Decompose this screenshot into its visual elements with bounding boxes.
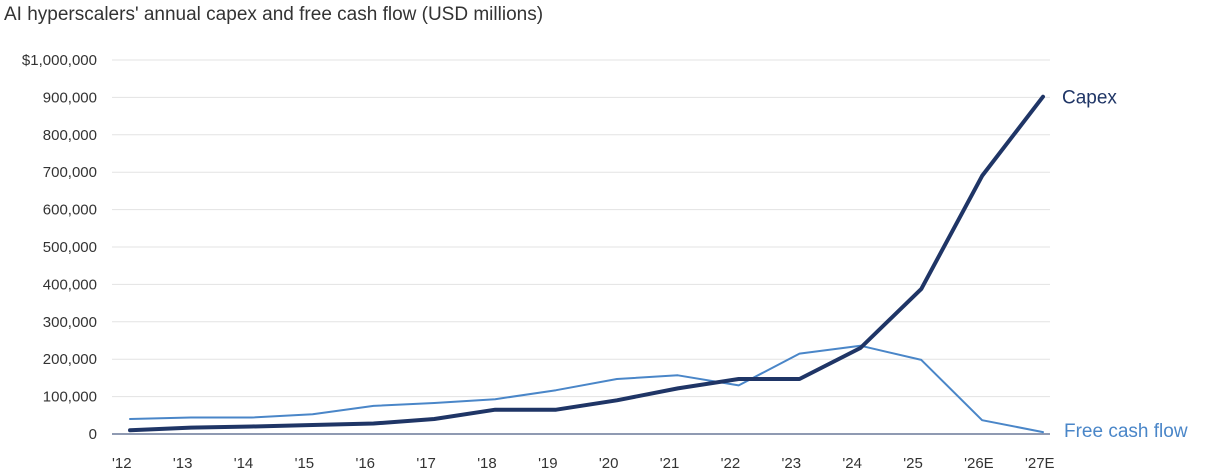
x-tick-label: '24 [842, 455, 862, 470]
series-labels: Free cash flow Capex [1062, 88, 1188, 442]
series-line-free-cash-flow [129, 344, 1044, 434]
x-tick-label: '20 [599, 455, 619, 470]
y-tick-label: 0 [89, 426, 97, 443]
y-tick-label: 500,000 [43, 239, 97, 256]
x-tick-label: '23 [782, 455, 802, 470]
x-tick-label: '26E [964, 455, 994, 470]
x-tick-label: '16 [355, 455, 375, 470]
x-tick-label: '18 [477, 455, 497, 470]
series-label-capex: Capex [1062, 88, 1117, 109]
series-lines [128, 94, 1045, 434]
y-tick-label: $1,000,000 [22, 52, 97, 69]
x-axis-ticks: '12 '13 '14 '15 '16 '17 '18 '19 '20 '21 '22 '23 '24 '… [112, 455, 1055, 470]
x-tick-label: '17 [416, 455, 436, 470]
series-line-capex [128, 94, 1045, 433]
y-tick-label: 100,000 [43, 389, 97, 406]
x-tick-label: '27E [1025, 455, 1055, 470]
x-tick-label: '13 [173, 455, 193, 470]
x-tick-label: '15 [295, 455, 315, 470]
gridlines [112, 59, 1050, 398]
x-tick-label: '19 [538, 455, 558, 470]
chart-title: AI hyperscalers' annual capex and free c… [4, 4, 544, 25]
y-tick-label: 700,000 [43, 164, 97, 181]
y-tick-label: 800,000 [43, 127, 97, 144]
x-tick-label: '14 [234, 455, 254, 470]
x-tick-label: '21 [660, 455, 680, 470]
series-label-free-cash-flow: Free cash flow [1064, 421, 1188, 442]
x-tick-label: '12 [112, 455, 132, 470]
y-tick-label: 400,000 [43, 276, 97, 293]
y-tick-label: 200,000 [43, 351, 97, 368]
y-tick-label: 300,000 [43, 314, 97, 331]
x-tick-label: '22 [721, 455, 741, 470]
y-axis-ticks: 0 100,000 200,000 300,000 400,000 500,000 600,… [22, 52, 97, 443]
y-tick-label: 900,000 [43, 89, 97, 106]
y-tick-label: 600,000 [43, 202, 97, 219]
x-tick-label: '25 [903, 455, 923, 470]
